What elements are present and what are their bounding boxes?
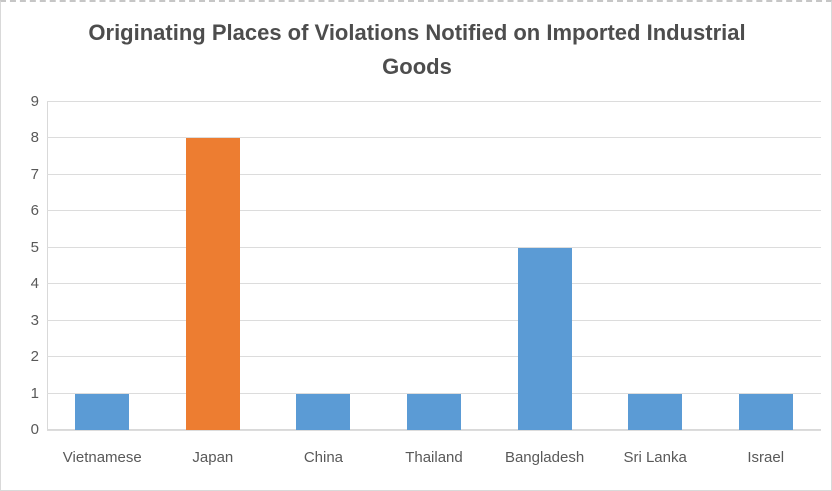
x-tick-label-sri-lanka: Sri Lanka [623, 449, 687, 466]
bar-japan [185, 138, 240, 430]
gridline-y-6 [47, 210, 821, 212]
x-tick-label-china: China [303, 449, 344, 466]
x-tick-label-japan: Japan [192, 449, 234, 466]
chart-title: Originating Places of Violations Notifie… [88, 20, 746, 80]
y-tick-label-0: 0 [30, 421, 39, 438]
gridline-y-9 [47, 101, 821, 102]
y-tick-label-8: 8 [30, 129, 39, 147]
gridline-y-0 [47, 430, 821, 431]
x-tick-label-israel: Israel [747, 449, 785, 466]
y-tick-label-4: 4 [30, 275, 39, 293]
bar-bangladesh [517, 247, 572, 430]
y-tick-label-1: 1 [30, 384, 39, 402]
x-tick-label-vietnamese: Vietnamese [62, 449, 142, 466]
y-tick-label-7: 7 [30, 165, 39, 183]
x-tick-label-bangladesh: Bangladesh [504, 449, 585, 466]
bar-china [296, 393, 351, 430]
bar-thailand [407, 393, 461, 430]
y-tick-label-3: 3 [30, 311, 39, 329]
gridline-y-8 [47, 137, 821, 139]
plot-area [47, 101, 821, 431]
gridline-y-3 [47, 319, 821, 321]
x-tick-label-thailand: Thailand [405, 449, 463, 466]
gridline-y-2 [47, 356, 821, 358]
bar-israel [738, 393, 793, 430]
gridline-y-5 [47, 246, 821, 248]
y-tick-label-6: 6 [30, 202, 39, 220]
gridline-y-7 [47, 173, 821, 175]
gridline-y-4 [47, 283, 821, 285]
bar-sri-lanka [628, 393, 683, 430]
y-tick-label-9: 9 [30, 93, 39, 110]
y-axis-line [47, 102, 48, 430]
y-tick-label-5: 5 [30, 238, 39, 256]
bar-vietnamese [75, 393, 130, 430]
gridline-y-1 [47, 392, 821, 394]
y-tick-label-2: 2 [30, 348, 39, 366]
